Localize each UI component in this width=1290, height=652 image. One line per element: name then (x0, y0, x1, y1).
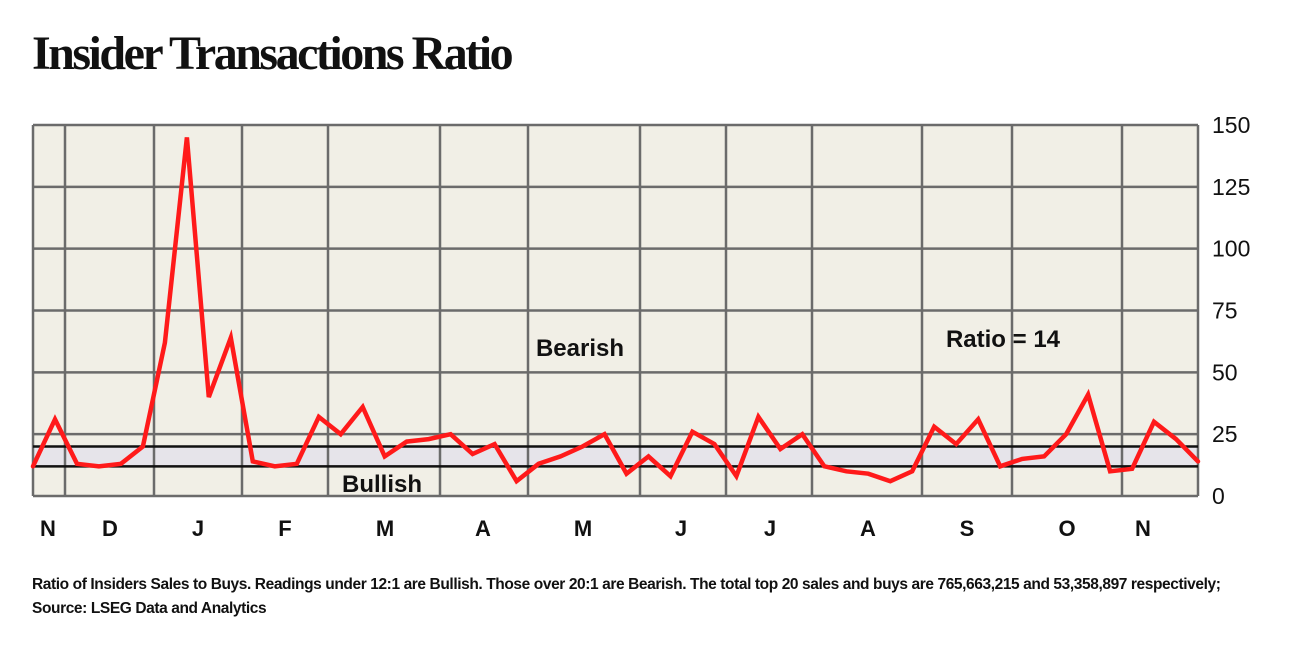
x-tick-label-5: A (475, 516, 491, 541)
x-tick-label-0: N (40, 516, 56, 541)
y-tick-label-0: 0 (1212, 483, 1225, 509)
y-tick-label-50: 50 (1212, 359, 1238, 385)
ratio-annotation: Ratio = 14 (946, 326, 1061, 353)
x-tick-label-10: S (960, 516, 975, 541)
series-line-insider-ratio (30, 137, 1201, 485)
x-tick-label-1: D (102, 516, 118, 541)
x-tick-label-9: A (860, 516, 876, 541)
series-points (32, 137, 1199, 482)
y-tick-label-100: 100 (1212, 236, 1250, 262)
y-tick-label-150: 150 (1212, 112, 1250, 138)
y-tick-label-125: 125 (1212, 174, 1250, 200)
bullish-zone-label: Bullish (342, 471, 422, 498)
bearish-zone-label: Bearish (536, 335, 624, 362)
line-chart: 0 25 50 75 100 125 150 N D J F M A M J J A S O N Bearish B… (30, 112, 1250, 541)
x-tick-label-12: N (1135, 516, 1151, 541)
x-tick-label-3: F (278, 516, 291, 541)
x-tick-label-6: M (574, 516, 592, 541)
chart-caption: Ratio of Insiders Sales to Buys. Reading… (32, 576, 1221, 617)
gridlines (31, 123, 1200, 498)
x-tick-label-2: J (192, 516, 204, 541)
y-tick-label-25: 25 (1212, 421, 1238, 447)
x-tick-label-7: J (675, 516, 687, 541)
y-axis-ticks: 0 25 50 75 100 125 150 (1212, 112, 1250, 509)
x-tick-label-8: J (764, 516, 776, 541)
y-tick-label-75: 75 (1212, 298, 1238, 324)
chart-title: Insider Transactions Ratio (32, 27, 514, 80)
x-tick-label-4: M (376, 516, 394, 541)
x-tick-label-11: O (1058, 516, 1075, 541)
